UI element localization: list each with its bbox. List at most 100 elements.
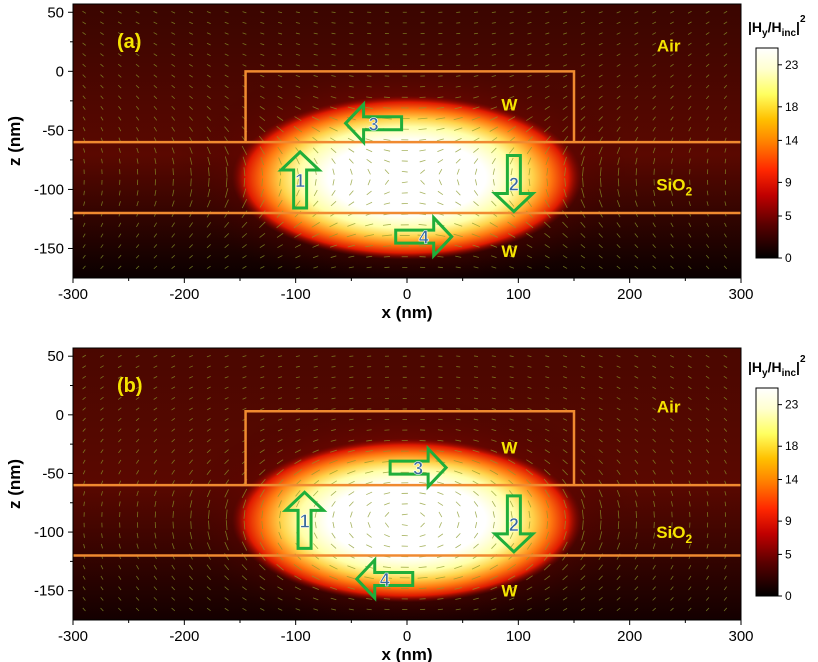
vector-arrow <box>206 116 211 121</box>
vector-arrow <box>189 116 193 121</box>
vector-arrow <box>528 168 531 176</box>
vector-arrow <box>100 127 104 132</box>
vector-arrow <box>171 11 176 14</box>
vector-arrow <box>723 597 727 601</box>
vector-arrow <box>598 607 603 611</box>
vector-arrow <box>670 607 674 612</box>
vector-arrow <box>688 127 692 132</box>
vector-arrow <box>598 21 603 25</box>
vector-arrow <box>331 397 336 400</box>
x-tick-label: 100 <box>506 628 531 645</box>
x-tick-label: 100 <box>506 286 531 303</box>
vector-arrow <box>652 200 656 207</box>
current-arrow-label: 4 <box>419 228 429 248</box>
vector-arrow <box>135 21 140 25</box>
vector-arrow <box>453 576 463 580</box>
vector-arrow <box>189 254 193 259</box>
vector-arrow <box>706 533 709 538</box>
vector-arrow <box>277 255 283 259</box>
vector-arrow <box>294 244 301 248</box>
vector-arrow <box>670 417 674 422</box>
vector-arrow <box>294 575 302 581</box>
vector-arrow <box>82 428 86 432</box>
vector-arrow <box>118 127 122 132</box>
vector-arrow <box>706 201 709 206</box>
vector-arrow <box>295 608 301 611</box>
vector-arrow <box>189 376 193 379</box>
vector-arrow <box>260 499 265 508</box>
vector-arrow <box>383 492 391 495</box>
vector-arrow <box>563 386 568 389</box>
vector-arrow <box>507 126 516 133</box>
vector-arrow <box>687 53 692 57</box>
vector-arrow <box>189 126 193 132</box>
vector-arrow <box>545 418 550 421</box>
vector-arrow <box>349 408 354 410</box>
vector-arrow <box>580 607 585 611</box>
vector-arrow <box>491 355 496 357</box>
vector-arrow <box>509 418 514 421</box>
vector-arrow <box>171 543 175 550</box>
vector-arrow <box>82 597 86 601</box>
vector-arrow <box>118 148 121 153</box>
vector-arrow <box>224 597 229 601</box>
vector-arrow <box>670 354 674 358</box>
vector-arrow <box>436 106 445 109</box>
vector-arrow <box>670 116 674 121</box>
vector-arrow <box>580 53 585 56</box>
vector-arrow <box>278 376 283 379</box>
vector-arrow <box>118 470 122 475</box>
vector-arrow <box>688 490 691 496</box>
vector-arrow <box>135 53 140 57</box>
vector-arrow <box>489 469 499 475</box>
vector-arrow <box>172 500 175 508</box>
vector-arrow <box>135 386 140 390</box>
vector-arrow <box>598 355 603 358</box>
vector-arrow <box>171 53 176 57</box>
y-tick-label: -50 <box>42 122 64 139</box>
vector-arrow <box>348 85 354 88</box>
vector-arrow <box>330 96 337 99</box>
vector-arrow <box>171 469 175 475</box>
vector-arrow <box>670 575 674 580</box>
vector-arrow <box>616 564 621 570</box>
vector-arrow <box>562 126 568 133</box>
vector-arrow <box>453 233 463 238</box>
vector-arrow <box>562 469 568 476</box>
vector-arrow <box>332 168 335 175</box>
vector-arrow <box>563 188 567 198</box>
vector-arrow <box>491 543 497 549</box>
vector-arrow <box>490 449 498 453</box>
vector-arrow <box>100 491 103 496</box>
vector-arrow <box>384 179 390 185</box>
vector-arrow <box>473 408 479 410</box>
vector-arrow <box>171 355 176 358</box>
vector-arrow <box>543 469 551 476</box>
vector-arrow <box>330 586 338 590</box>
vector-arrow <box>295 43 300 46</box>
vector-arrow <box>634 63 639 67</box>
vector-arrow <box>473 43 479 45</box>
vector-arrow <box>598 74 603 78</box>
vector-arrow <box>670 265 674 270</box>
vector-arrow <box>418 587 427 590</box>
vector-arrow <box>312 490 319 497</box>
vector-arrow <box>652 116 656 121</box>
vector-arrow <box>527 376 532 379</box>
vector-arrow <box>652 354 657 358</box>
vector-arrow <box>419 138 427 141</box>
vector-arrow <box>100 543 103 549</box>
vector-arrow <box>635 157 638 165</box>
vector-arrow <box>526 575 533 581</box>
vector-arrow <box>652 490 656 497</box>
vector-arrow <box>688 438 692 443</box>
vector-arrow <box>136 222 140 228</box>
vector-arrow <box>189 418 193 421</box>
vector-arrow <box>580 489 586 498</box>
vector-arrow <box>347 565 356 570</box>
vector-arrow <box>454 481 462 485</box>
vector-arrow <box>436 587 445 590</box>
vector-arrow <box>455 439 462 442</box>
vector-arrow <box>652 386 657 390</box>
